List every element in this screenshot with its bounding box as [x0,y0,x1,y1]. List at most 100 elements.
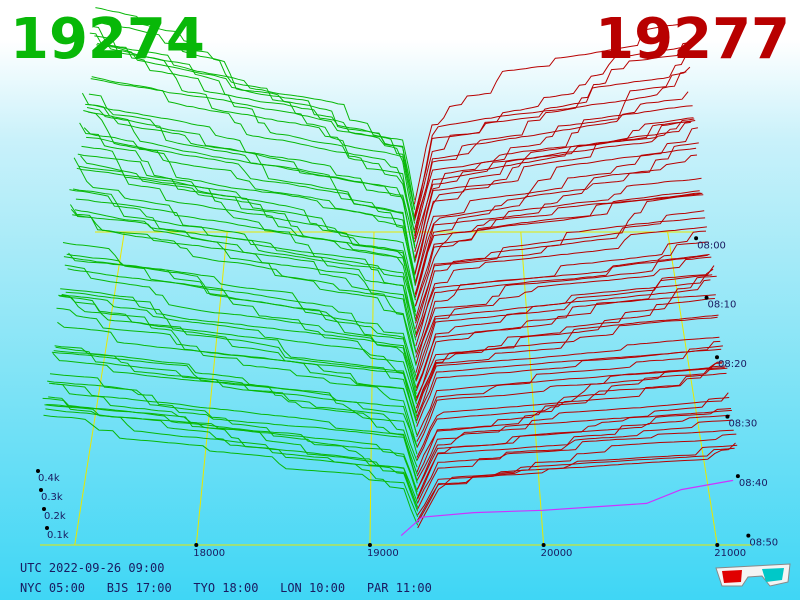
bid-depth-line [83,110,416,285]
ask-depth-line [415,192,703,320]
bid-depth-line [49,373,418,484]
time-tick-marker [746,533,751,538]
ask-depth-line [414,42,690,237]
volume-tick-marker [45,526,49,530]
bid-depth-line [94,35,415,208]
time-tick-marker [725,414,730,419]
bid-depth-line [89,32,416,247]
bid-depth-line [93,20,416,224]
bid-depth-line [60,288,418,421]
time-tick-label: 08:00 [697,240,726,251]
bid-depth-line [59,295,418,424]
bid-depth-line [81,145,416,300]
ask-depth-line [414,127,698,295]
volume-tick-marker [39,488,43,492]
ask-depth-line [417,444,738,529]
ask-depth-line [414,118,695,274]
grid-line-price [667,231,718,546]
ask-depth-line [414,66,691,240]
ask-depth-line [417,433,737,523]
ask-depth-line [417,447,735,516]
ask-depth-line [415,275,717,409]
bid-depth-line [69,189,417,366]
bid-depth-line [96,44,415,209]
ask-depth-line [415,268,714,389]
timezone-nyc: NYC 05:00 [20,581,107,595]
bid-depth-line [66,253,417,389]
price-tick-marker [715,543,720,547]
ask-depth-line [414,91,689,231]
volume-tick-label: 0.4k [38,473,60,484]
bid-depth-line [43,414,419,517]
ask-depth-line [415,294,716,399]
bid-depth-line [74,209,417,334]
bid-depth-line [53,350,418,462]
bid-depth-line [46,404,418,508]
ask-depth-line [416,314,719,414]
time-tick-marker [694,236,699,241]
ask-depth-line [414,142,699,295]
ask-depth-line [414,120,692,253]
ask-depth-line [416,409,732,500]
time-tick-label: 08:40 [739,478,768,489]
bid-depth-line [72,214,417,353]
grid-line-price [369,231,375,546]
bid-depth-line [85,103,416,281]
depth-lines-layer [42,7,738,537]
ask-depth-line [415,194,704,324]
ask-depth-line [414,177,702,307]
ask-depth-line [416,348,722,427]
ask-depth-line [416,345,723,442]
time-tick-label: 08:30 [728,419,757,430]
ask-depth-line [415,256,712,380]
bid-depth-line [87,111,416,263]
ask-depth-line [416,372,727,473]
bid-depth-line [91,76,416,234]
ask-depth-line [413,46,686,217]
ask-depth-line [413,22,685,205]
ask-depth-line [416,336,720,418]
bid-depth-line [51,351,418,475]
ask-depth-line [415,226,707,347]
price-tick-label: 20000 [541,548,573,559]
timezone-row: NYC 05:00 BJS 17:00 TYO 18:00 LON 10:00 … [20,581,432,595]
bid-depth-line [62,242,417,405]
bid-depth-line [76,167,417,316]
bid-depth-line [56,307,418,447]
time-tick-marker [704,295,709,300]
bid-depth-line [64,264,417,398]
price-tick-label: 21000 [714,548,746,559]
timezone-bjs: BJS 17:00 [106,581,194,595]
ask-depth-line [415,217,706,335]
timezone-par: PAR 11:00 [366,581,432,595]
bid-depth-line [65,291,417,394]
price-tick-marker [541,543,546,547]
bid-depth-line [97,42,415,200]
grid-line-price [74,231,125,546]
price-tick-marker [367,543,372,547]
grid-line-price [195,231,228,546]
3d-glasses-icon[interactable] [714,560,792,590]
bid-depth-line [73,157,417,334]
ask-depth-line [415,254,708,354]
time-tick-label: 08:20 [718,359,747,370]
bid-depth-line [81,92,416,285]
volume-tick-label: 0.2k [44,511,66,522]
ask-depth-line [414,121,691,243]
ask-depth-line [416,362,723,438]
ask-depth-line [414,105,693,259]
ask-depth-line [415,274,713,382]
ask-depth-line [415,241,709,358]
bid-depth-line [42,397,419,526]
bid-depth-line [50,382,418,482]
ask-depth-line [415,254,710,365]
bid-depth-line [92,26,416,220]
ask-depth-line [416,397,730,490]
ask-depth-line [416,367,728,477]
bid-depth-line [78,165,416,312]
volume-tick-marker [42,507,46,511]
trade-line [400,479,734,537]
timezone-lon: LON 10:00 [280,581,367,595]
bid-depth-line [57,321,418,436]
